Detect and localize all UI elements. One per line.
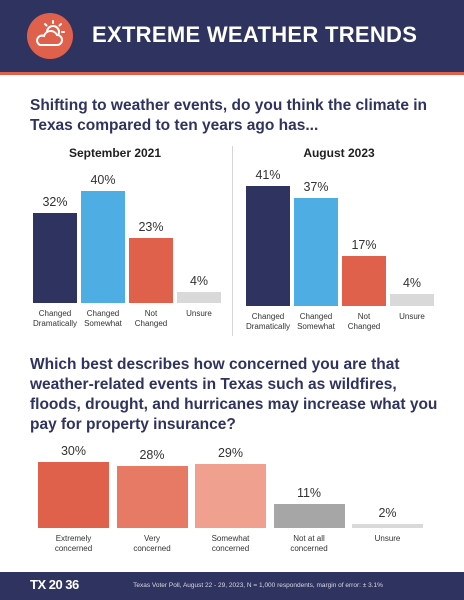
chart-title-sep-2021: September 2021 — [68, 146, 162, 160]
bar-2-0 — [38, 462, 109, 528]
category-label: Changed Dramatically — [32, 309, 77, 328]
bar-1-0 — [246, 186, 290, 306]
bar-value-label: 30% — [60, 444, 87, 458]
source-note: Texas Voter Poll, August 22 - 29, 2023, … — [133, 582, 383, 589]
question-climate-change: Shifting to weather events, do you think… — [30, 97, 428, 134]
category-label: Not Changed — [134, 309, 168, 328]
bar-value-label: 37% — [303, 179, 329, 194]
bar-1-3 — [390, 294, 434, 306]
category-label: Changed Somewhat — [297, 312, 335, 331]
header-banner: EXTREME WEATHER TRENDS — [0, 0, 464, 72]
bar-value-label: 40% — [90, 172, 116, 187]
bar-0-3 — [177, 291, 221, 303]
category-label: Not at all concerned — [290, 534, 328, 553]
bar-value-label: 4% — [189, 273, 209, 288]
chart-divider — [232, 146, 233, 336]
bar-2-4 — [352, 523, 423, 528]
bar-2-2 — [195, 464, 266, 528]
bar-value-label: 29% — [217, 446, 244, 461]
tx2036-logo: TX 20 36 — [30, 577, 79, 592]
category-label: Not Changed — [347, 312, 381, 331]
bar-value-label: 2% — [378, 505, 397, 520]
page-title: EXTREME WEATHER TRENDS — [92, 22, 418, 47]
category-label: Changed Somewhat — [84, 309, 122, 328]
category-label: Extremely concerned — [54, 534, 93, 553]
footer-bar: TX 20 36 Texas Voter Poll, August 22 - 2… — [0, 572, 464, 600]
bar-0-0 — [33, 213, 77, 303]
category-label: Unsure — [374, 534, 401, 543]
sun-cloud-icon — [27, 13, 73, 59]
category-label: Changed Dramatically — [245, 312, 290, 331]
bar-1-2 — [342, 256, 386, 306]
bar-value-label: 11% — [296, 485, 322, 500]
bar-value-label: 32% — [42, 195, 68, 210]
bar-value-label: 41% — [255, 168, 281, 182]
header-accent-stripe — [0, 72, 464, 75]
category-label: Unsure — [399, 312, 425, 321]
bar-value-label: 28% — [139, 448, 165, 463]
bar-1-1 — [294, 197, 338, 306]
category-label: Very concerned — [133, 534, 171, 553]
bar-value-label: 23% — [138, 220, 164, 235]
chart-title-aug-2023: August 2023 — [303, 146, 375, 160]
question-insurance-concern: Which best describes how concerned you a… — [30, 356, 438, 433]
bar-0-2 — [129, 238, 173, 303]
bar-value-label: 4% — [402, 276, 422, 291]
bar-0-1 — [81, 190, 125, 303]
bar-2-3 — [273, 503, 345, 528]
bar-value-label: 17% — [351, 238, 377, 253]
category-label: Somewhat concerned — [211, 534, 250, 553]
category-label: Unsure — [186, 309, 212, 318]
bar-2-1 — [116, 466, 188, 528]
